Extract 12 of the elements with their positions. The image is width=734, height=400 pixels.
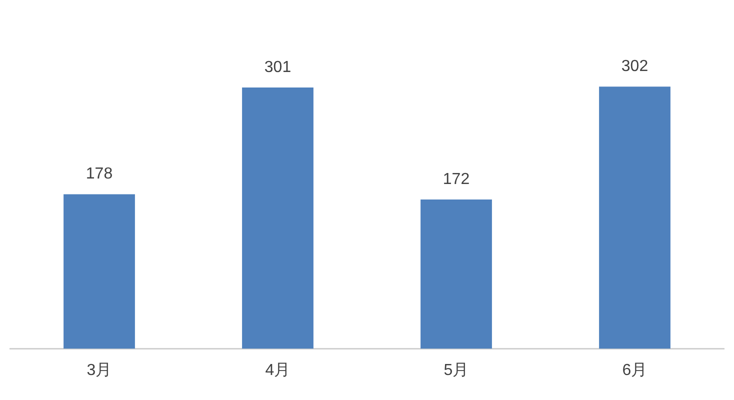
x-tick-label: 5月 xyxy=(444,362,469,379)
data-label: 172 xyxy=(442,170,470,188)
x-tick-label: 6月 xyxy=(622,362,648,379)
data-label: 301 xyxy=(264,58,292,76)
bar xyxy=(242,88,314,349)
bar xyxy=(599,86,670,349)
data-label: 178 xyxy=(86,166,113,183)
x-tick-label: 4月 xyxy=(265,362,290,379)
bar xyxy=(420,200,492,349)
data-label: 302 xyxy=(621,58,648,76)
bar xyxy=(64,194,135,349)
x-tick-label: 3月 xyxy=(86,362,112,379)
